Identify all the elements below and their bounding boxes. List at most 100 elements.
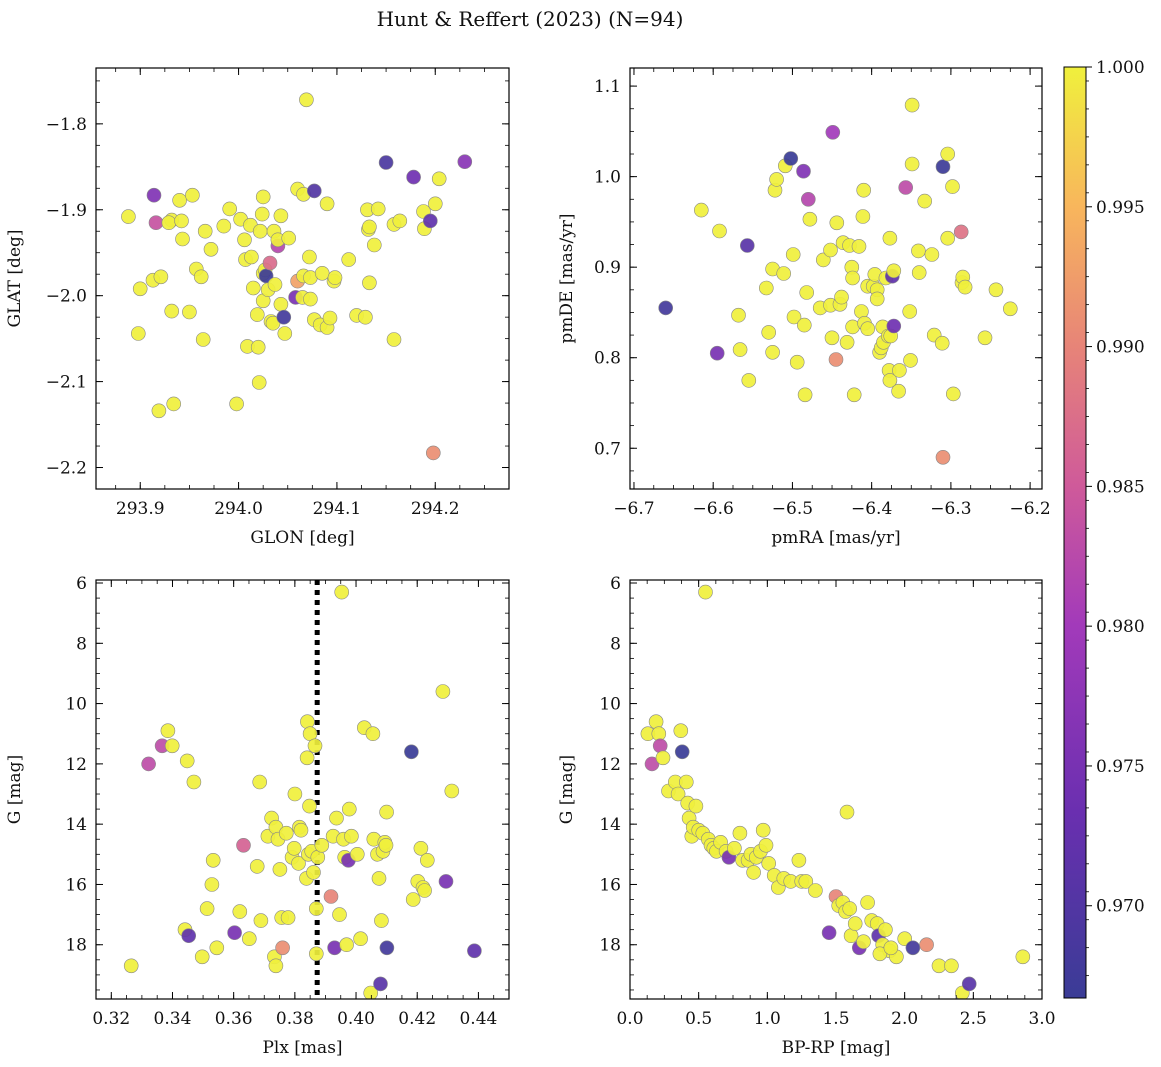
scatter-point xyxy=(935,449,951,465)
scatter-point xyxy=(262,255,278,271)
x-axis-label: Plx [mas] xyxy=(262,1038,342,1058)
panel-bprp-g: 0.0 0.5 1.0 1.5 2.0 2.5 3.0 6 8 10 12 14 16 18 BP-RP [… xyxy=(557,574,1056,1058)
panel-plx-g: 0.32 0.34 0.36 0.38 0.40 0.42 0.44 6 8 10 12 14 16 18… xyxy=(5,574,510,1058)
scatter-point xyxy=(934,335,950,351)
scatter-point xyxy=(688,798,704,814)
scatter-point xyxy=(273,208,289,224)
scatter-point xyxy=(761,856,777,871)
scatter-point xyxy=(281,230,297,246)
scatter-point xyxy=(842,901,858,916)
figure-title: Hunt & Reffert (2023) (N=94) xyxy=(377,7,684,31)
scatter-point xyxy=(741,373,757,388)
scatter-point xyxy=(199,901,215,916)
scatter-point xyxy=(406,169,421,185)
scatter-point xyxy=(322,310,338,326)
scatter-point xyxy=(174,213,189,229)
scatter-point xyxy=(358,309,373,325)
scatter-point xyxy=(204,877,220,892)
scatter-point xyxy=(222,201,237,217)
scatter-point xyxy=(845,270,860,286)
scatter-point xyxy=(334,584,350,600)
y-tick-label: 18 xyxy=(599,936,621,956)
scatter-point xyxy=(776,266,792,281)
scatter-point xyxy=(945,179,960,194)
scatter-point xyxy=(727,840,742,856)
scatter-point xyxy=(303,291,318,307)
scatter-point xyxy=(732,342,748,357)
scatter-point xyxy=(291,856,306,871)
scatter-point xyxy=(121,209,136,224)
scatter-point xyxy=(164,303,179,319)
scatter-point xyxy=(197,223,213,239)
scatter-point xyxy=(299,750,315,766)
scatter-point xyxy=(250,339,266,355)
scatter-point xyxy=(467,943,482,959)
scatter-point xyxy=(917,193,933,209)
scatter-point xyxy=(365,726,381,742)
scatter-point xyxy=(179,753,195,769)
scatter-point xyxy=(300,714,315,730)
scatter-point xyxy=(815,252,831,268)
scatter-point xyxy=(860,321,876,337)
scatter-point xyxy=(892,363,907,378)
x-tick-label: 0.34 xyxy=(154,1009,192,1029)
scatter-point xyxy=(860,895,875,910)
scatter-point xyxy=(883,940,899,956)
scatter-point xyxy=(339,937,354,953)
scatter-point xyxy=(789,354,805,370)
scatter-point xyxy=(362,275,377,291)
scatter-point xyxy=(362,219,377,235)
y-tick-label: −1.8 xyxy=(46,115,87,135)
scatter-point xyxy=(327,270,343,285)
y-tick-label: 10 xyxy=(599,695,621,715)
scatter-point xyxy=(371,871,387,886)
scatter-point xyxy=(146,187,162,203)
scatter-point xyxy=(693,202,709,218)
scatter-point xyxy=(244,249,259,265)
x-tick-label: 294.1 xyxy=(313,499,362,519)
scatter-point xyxy=(796,317,812,333)
scatter-point xyxy=(839,334,855,350)
scatter-point xyxy=(194,949,210,965)
scatter-point xyxy=(323,889,339,904)
scatter-point xyxy=(293,822,309,838)
scatter-point xyxy=(276,309,292,325)
scatter-point xyxy=(203,242,219,257)
scatter-point xyxy=(825,125,841,140)
axes-frame xyxy=(95,67,510,490)
x-tick-label: 0.32 xyxy=(92,1009,130,1029)
scatter-point xyxy=(886,263,902,279)
x-tick-label: −6.7 xyxy=(613,499,654,519)
scatter-point xyxy=(182,304,197,320)
scatter-point xyxy=(769,172,784,187)
x-tick-label: 293.9 xyxy=(116,499,165,519)
x-tick-label: 0.44 xyxy=(459,1009,497,1029)
scatter-point xyxy=(251,375,267,390)
scatter-point xyxy=(308,946,324,962)
scatter-point xyxy=(799,285,815,300)
scatter-point xyxy=(332,907,347,922)
scatter-point xyxy=(945,386,961,402)
scatter-point xyxy=(378,837,394,853)
x-tick-label: 0.38 xyxy=(276,1009,314,1029)
scatter-point xyxy=(882,230,898,246)
scatter-point xyxy=(151,403,167,419)
colorbar-tick-label: 0.975 xyxy=(1096,757,1145,777)
scatter-point xyxy=(160,723,176,739)
scatter-point xyxy=(847,916,863,931)
y-axis-label: pmDE [mas/yr] xyxy=(557,213,577,343)
scatter-point xyxy=(765,344,780,360)
scatter-point xyxy=(252,774,268,790)
scatter-points xyxy=(640,584,1031,999)
scatter-point xyxy=(267,277,283,292)
x-tick-label: 0.0 xyxy=(616,1009,643,1029)
scatter-point xyxy=(658,300,674,316)
scatter-point xyxy=(341,252,357,267)
scatter-point xyxy=(417,883,432,898)
scatter-point xyxy=(785,247,801,262)
scatter-point xyxy=(405,892,421,907)
scatter-point xyxy=(796,163,811,179)
scatter-point xyxy=(746,865,761,880)
scatter-point xyxy=(905,940,921,956)
